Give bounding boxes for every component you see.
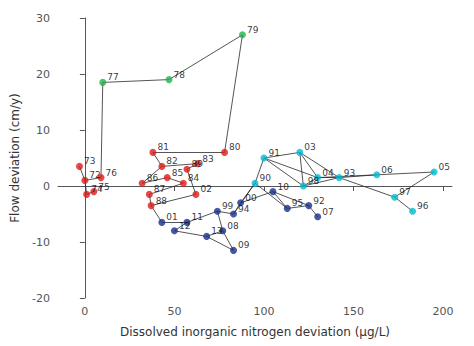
svg-text:11: 11 — [191, 212, 202, 222]
svg-text:83: 83 — [202, 154, 213, 164]
svg-text:82: 82 — [166, 156, 177, 166]
svg-text:0: 0 — [43, 180, 50, 193]
svg-text:96: 96 — [417, 201, 429, 211]
svg-text:99: 99 — [222, 201, 234, 211]
svg-text:50: 50 — [167, 305, 181, 318]
svg-text:06: 06 — [381, 165, 393, 175]
svg-text:00: 00 — [245, 193, 257, 203]
svg-text:08: 08 — [227, 221, 239, 231]
svg-text:20: 20 — [36, 68, 50, 81]
svg-text:93: 93 — [344, 168, 355, 178]
svg-text:97: 97 — [399, 187, 410, 197]
svg-text:78: 78 — [174, 70, 186, 80]
svg-text:01: 01 — [166, 212, 177, 222]
svg-text:10: 10 — [36, 124, 50, 137]
svg-text:-20: -20 — [32, 292, 50, 305]
svg-text:-10: -10 — [32, 236, 50, 249]
svg-text:92: 92 — [313, 196, 324, 206]
svg-text:80: 80 — [229, 142, 241, 152]
svg-text:09: 09 — [238, 240, 250, 250]
svg-text:05: 05 — [439, 162, 450, 172]
svg-text:10: 10 — [277, 182, 289, 192]
svg-text:89: 89 — [191, 159, 203, 169]
svg-text:75: 75 — [98, 182, 109, 192]
svg-text:13: 13 — [211, 226, 222, 236]
svg-text:04: 04 — [322, 168, 334, 178]
svg-text:Flow deviation (cm/y): Flow deviation (cm/y) — [8, 93, 22, 223]
svg-text:0: 0 — [81, 305, 88, 318]
svg-text:81: 81 — [157, 142, 168, 152]
svg-text:73: 73 — [84, 156, 95, 166]
svg-text:30: 30 — [36, 12, 50, 25]
svg-text:85: 85 — [172, 168, 183, 178]
svg-text:98: 98 — [308, 176, 320, 186]
svg-text:76: 76 — [105, 168, 117, 178]
svg-text:91: 91 — [268, 148, 279, 158]
svg-text:72: 72 — [89, 170, 100, 180]
svg-text:95: 95 — [292, 198, 303, 208]
svg-text:74: 74 — [91, 184, 103, 195]
svg-text:77: 77 — [107, 72, 118, 82]
svg-text:100: 100 — [253, 305, 274, 318]
svg-text:150: 150 — [343, 305, 364, 318]
svg-text:88: 88 — [156, 196, 168, 206]
svg-text:87: 87 — [154, 184, 165, 194]
svg-text:90: 90 — [260, 173, 272, 183]
svg-text:94: 94 — [238, 204, 250, 214]
svg-text:200: 200 — [433, 305, 454, 318]
svg-text:02: 02 — [200, 184, 211, 194]
svg-text:Dissolved inorganic nitrogen d: Dissolved inorganic nitrogen deviation (… — [120, 325, 390, 339]
svg-text:07: 07 — [322, 207, 333, 217]
svg-text:03: 03 — [304, 142, 315, 152]
svg-text:86: 86 — [147, 173, 159, 183]
svg-text:79: 79 — [247, 25, 259, 35]
svg-text:84: 84 — [188, 173, 200, 183]
svg-text:12: 12 — [179, 221, 190, 231]
